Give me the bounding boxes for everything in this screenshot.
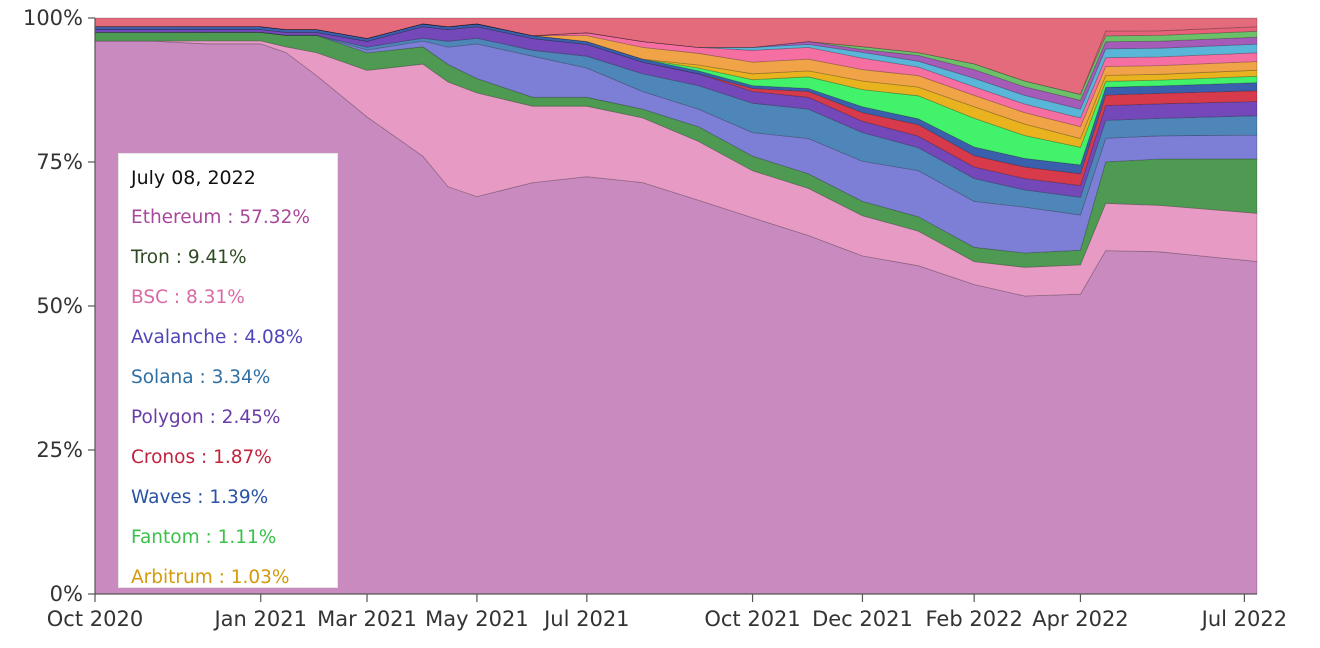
area-other-chain-7[interactable] [94, 17, 1258, 95]
y-tick-label: 25% [36, 438, 83, 462]
x-tick-label: Mar 2021 [317, 607, 417, 631]
axes-layer: 0% 25% 50% 75% 100% Oct 2020 Jan 2021 Mar 2021 M… [23, 6, 1287, 631]
tooltip-entry: Ethereum : 57.32% [131, 207, 310, 228]
tooltip-date: July 08, 2022 [131, 167, 256, 189]
area-other-chain-2[interactable] [95, 23, 1258, 128]
area-fantom[interactable] [95, 23, 1258, 166]
y-tick-label: 0% [50, 582, 83, 606]
area-other-chain-1[interactable] [95, 23, 1258, 139]
area-cronos[interactable] [95, 26, 1258, 186]
y-tick-label: 75% [36, 150, 83, 174]
area-arbitrum[interactable] [95, 23, 1258, 148]
tooltip-entry: Solana : 3.34% [131, 367, 271, 388]
area-avalanche[interactable] [95, 31, 1258, 254]
x-tick-label: Jul 2022 [1200, 607, 1287, 631]
x-tick-label: Feb 2022 [926, 607, 1023, 631]
area-other-chain-4[interactable] [95, 23, 1258, 110]
tooltip-entry: Arbitrum : 1.03% [131, 567, 290, 588]
area-other-chain-5[interactable] [95, 23, 1258, 101]
tooltip-entry: Avalanche : 4.08% [131, 327, 304, 348]
tooltip-entry: Polygon : 2.45% [131, 407, 281, 428]
area-other-chain-3[interactable] [95, 23, 1258, 119]
x-tick-label: May 2021 [425, 607, 529, 631]
y-tick-label: 100% [23, 6, 83, 30]
tooltip-entry: BSC : 8.31% [131, 287, 245, 308]
x-tick-label: Jan 2021 [212, 607, 307, 631]
hover-tooltip: July 08, 2022 Ethereum : 57.32% Tron : 9.… [118, 153, 338, 588]
tooltip-entries: Ethereum : 57.32% Tron : 9.41% BSC : 8.31%… [131, 198, 337, 598]
tooltip-entry: Cronos : 1.87% [131, 447, 272, 468]
x-tick-label: Jul 2021 [542, 607, 629, 631]
x-tick-label: Oct 2020 [47, 607, 143, 631]
y-tick-label: 50% [36, 294, 83, 318]
area-solana[interactable] [95, 31, 1258, 216]
x-tick-label: Apr 2022 [1032, 607, 1128, 631]
area-other-chain-6[interactable] [95, 23, 1258, 95]
x-tick-label: Oct 2021 [704, 607, 800, 631]
tooltip-entry: Fantom : 1.11% [131, 527, 277, 548]
x-tick-label: Dec 2021 [812, 607, 913, 631]
areas-layer [94, 17, 1258, 595]
tooltip-entry: Waves : 1.39% [131, 487, 269, 508]
tooltip-entry: Tron : 9.41% [131, 247, 247, 268]
area-bsc[interactable] [95, 40, 1258, 297]
